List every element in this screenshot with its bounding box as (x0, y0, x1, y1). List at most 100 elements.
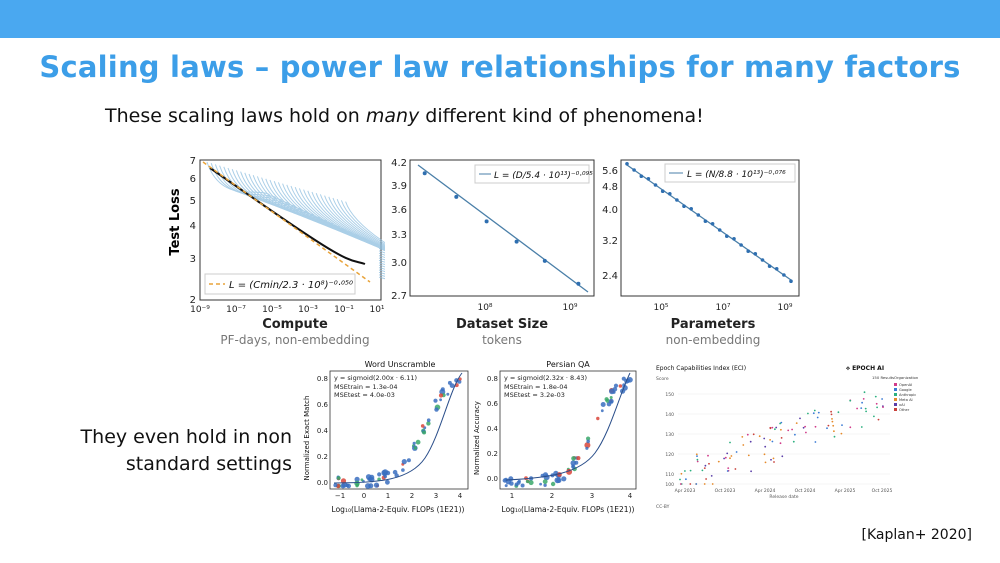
eci-point (882, 406, 884, 408)
eci-point (802, 426, 805, 429)
eci-point (856, 407, 858, 410)
pqa-point (571, 464, 575, 469)
wu-point (373, 482, 380, 488)
eci-point (774, 428, 776, 431)
eci-point (816, 416, 819, 419)
svg-text:Apr 2024: Apr 2024 (755, 488, 776, 494)
eci-point (779, 442, 782, 445)
wu-point (365, 483, 371, 489)
params-point (689, 207, 693, 211)
eci-point (864, 407, 867, 410)
params-point (625, 162, 629, 166)
params-xtick: 10⁹ (777, 303, 792, 313)
eci-point (814, 425, 817, 428)
eci-point (827, 424, 830, 427)
wu-point (360, 478, 364, 482)
svg-text:3: 3 (434, 492, 438, 500)
svg-text:0.0: 0.0 (317, 479, 328, 487)
wu-point (385, 479, 390, 485)
eci-point (735, 451, 738, 453)
eci-point (684, 470, 686, 472)
svg-text:0.6: 0.6 (487, 400, 499, 408)
dataset-point (514, 239, 519, 244)
eci-point (763, 437, 766, 440)
eci-point (841, 424, 843, 426)
params-point (725, 234, 729, 238)
params-point (639, 174, 644, 178)
compute-curve (307, 190, 417, 267)
eci-point (695, 483, 698, 485)
wu-fit: y = sigmoid(2.00x · 6.11) (334, 374, 417, 382)
pqa-point (542, 479, 548, 484)
eci-point (861, 401, 863, 404)
params-point (753, 252, 758, 256)
svg-text:0.8: 0.8 (487, 375, 498, 383)
wu-point (449, 383, 455, 388)
svg-text:1: 1 (386, 492, 390, 500)
dataset-xtick: 10⁸ (477, 303, 492, 313)
eci-legend-swatch (894, 383, 897, 386)
dataset-legend: L = (D/5.4 · 10¹³)⁻⁰·⁰⁹⁵ (494, 171, 593, 181)
eci-point (734, 468, 737, 470)
wu-point (401, 459, 407, 465)
pqa-ylabel: Normalized Accuracy (473, 401, 481, 475)
compute-ytick: 6 (190, 174, 196, 185)
wu-ylabel: Normalized Exact Match (303, 396, 311, 481)
svg-text:4: 4 (628, 492, 633, 500)
params-point (696, 213, 701, 217)
eci-point (710, 475, 713, 477)
eci-point (773, 461, 775, 463)
params-point (767, 264, 772, 268)
eci-point (680, 472, 683, 475)
params-point (668, 192, 672, 196)
eci-legend-swatch (894, 398, 897, 401)
dataset-point (542, 258, 547, 263)
eci-legend-item: OpenAI (899, 383, 912, 387)
params-point (682, 204, 686, 208)
dataset-xlabel: Dataset Size (456, 317, 548, 332)
params-point (732, 237, 736, 241)
dataset-ytick: 3.6 (391, 205, 407, 216)
svg-text:Oct 2024: Oct 2024 (795, 488, 816, 494)
eci-legend-item: xAI (899, 403, 905, 407)
dataset-ytick: 3.3 (391, 230, 407, 241)
pqa-fit: y = sigmoid(2.32x · 8.43) (504, 374, 587, 382)
eci-point (875, 402, 878, 405)
dataset-point (484, 219, 489, 224)
svg-text:120: 120 (665, 452, 674, 458)
compute-xtick: 10⁻⁵ (262, 305, 282, 315)
pqa-point (520, 483, 525, 488)
eci-point (679, 483, 682, 485)
eci-point (741, 436, 744, 438)
eci-point (689, 483, 692, 485)
eci-point (704, 464, 707, 467)
pqa-point (571, 456, 576, 461)
eci-legend-item: Other (899, 408, 910, 412)
eci-point (689, 469, 692, 472)
compute-xsublabel: PF-days, non-embedding (220, 333, 369, 347)
eci-point (860, 407, 863, 409)
eci-point (769, 426, 772, 429)
slide-title: Scaling laws – power law relationships f… (39, 50, 961, 84)
eci-point (696, 455, 698, 457)
eci-point (837, 411, 840, 414)
eci-xlabel: Release date (769, 494, 798, 500)
dataset-point (454, 194, 459, 199)
pqa-point (618, 384, 623, 388)
eci-point (805, 431, 807, 434)
svg-text:Apr 2023: Apr 2023 (675, 488, 696, 494)
wu-point (392, 469, 398, 475)
compute-ytick: 3 (190, 254, 196, 265)
wu-point (406, 458, 411, 463)
compute-chart: Test Loss 7 6 5 4 3 2 10⁻⁹ 10⁻⁷ 10⁻⁵ 10⁻… (165, 152, 465, 352)
pqa-mse-train: MSEtrain = 1.8e-04 (504, 383, 568, 391)
params-ytick: 4.0 (602, 205, 618, 216)
eci-point (787, 429, 790, 432)
eci-point (730, 455, 733, 457)
wu-point (439, 398, 442, 402)
eci-point (831, 420, 834, 423)
eci-point (877, 418, 880, 421)
params-ytick: 3.2 (602, 236, 618, 247)
eci-point (804, 425, 806, 428)
wu-point (354, 480, 360, 486)
